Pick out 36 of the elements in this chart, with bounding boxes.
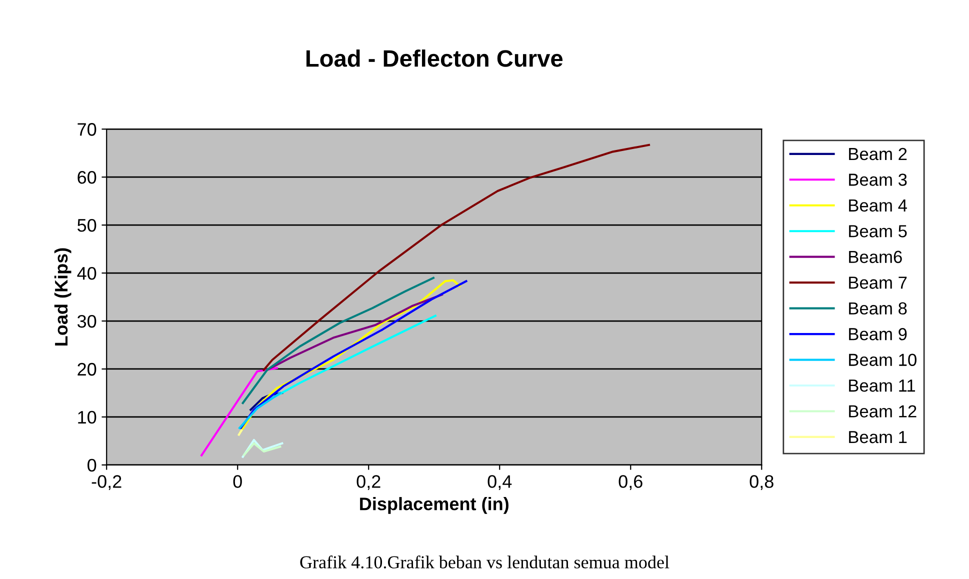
- text: Grafik 4.10.Grafik beban vs lendutan semua model: [300, 555, 670, 568]
- y-tick-label: 70: [78, 123, 96, 136]
- legend-label: Beam 2: [849, 148, 907, 160]
- x-tick-label: -0,2: [92, 475, 122, 490]
- y-axis-title: Load (Kips): [54, 248, 72, 346]
- chart-title: Load - Deflecton Curve: [306, 50, 563, 67]
- legend-label: Beam 1: [849, 431, 907, 444]
- legend-label: Beam 7: [849, 276, 907, 289]
- legend-label: Beam 8: [849, 302, 907, 315]
- legend-label: Beam 9: [849, 328, 907, 340]
- y-tick-label: 50: [78, 219, 96, 232]
- x-tick-label: 0,2: [356, 475, 380, 490]
- line-series: [250, 392, 284, 411]
- line-series: [242, 438, 284, 458]
- line-series: [266, 294, 444, 371]
- legend-label: Beam 10: [849, 354, 916, 366]
- y-tick-label: 10: [78, 410, 96, 424]
- y-tick-label: 60: [78, 171, 96, 184]
- y-tick-label: 40: [77, 266, 96, 280]
- legend-label: Beam 3: [849, 174, 907, 186]
- line-series: [242, 276, 434, 404]
- y-tick-label: 30: [77, 314, 96, 328]
- legend-label: Beam 11: [849, 380, 916, 392]
- legend-label: Beam 4: [849, 200, 907, 212]
- x-tick-label: 0,4: [488, 475, 512, 490]
- line-series: [243, 442, 282, 456]
- x-tick-label: 0,6: [618, 475, 642, 490]
- line-series: [262, 144, 650, 371]
- legend-label: Beam 12: [849, 405, 916, 418]
- x-axis-title: Displacement (in): [360, 497, 508, 514]
- x-tick-label: 0: [233, 475, 242, 488]
- legend-label: Beam6: [849, 250, 902, 264]
- x-tick-label: 0,8: [750, 475, 774, 490]
- y-tick-label: 20: [78, 362, 96, 376]
- legend-label: Beam 5: [849, 225, 907, 238]
- y-tick-label: 0: [88, 458, 96, 472]
